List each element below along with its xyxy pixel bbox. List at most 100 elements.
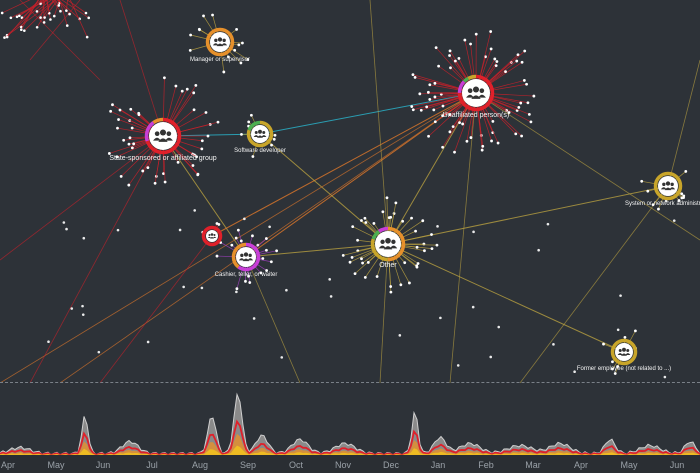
leaf-node: [519, 101, 523, 105]
leaf-node: [461, 122, 465, 126]
leaf-node: [348, 260, 352, 264]
leaf-node: [62, 221, 66, 224]
node-other[interactable]: [370, 226, 406, 262]
node-body: [658, 176, 678, 196]
leaf-node: [428, 83, 432, 87]
link: [387, 92, 477, 245]
link: [20, 0, 39, 30]
leaf-node: [449, 66, 452, 70]
leaf-node: [398, 334, 402, 337]
leaf-node: [520, 60, 524, 64]
leaf-node: [251, 234, 254, 238]
leaf-node: [47, 340, 50, 344]
leaf-node: [410, 105, 414, 108]
network-graph[interactable]: Manager or supervisor Unaffiliated person…: [0, 0, 700, 383]
leaf-node: [81, 304, 84, 308]
link: [29, 135, 164, 383]
timebar-histogram[interactable]: [0, 383, 700, 455]
leaf-node: [434, 46, 438, 50]
graph-canvas[interactable]: [0, 0, 700, 383]
link: [19, 0, 101, 81]
leaf-node: [65, 9, 68, 12]
link: [61, 0, 89, 19]
node-label-manager: Manager or supervisor: [189, 57, 251, 63]
node-small[interactable]: [201, 225, 223, 247]
leaf-node: [403, 261, 407, 265]
leaf-node: [523, 49, 527, 53]
link: [59, 92, 477, 383]
leaf-node: [432, 108, 436, 112]
month-label: Feb: [478, 460, 494, 470]
node-state[interactable]: [144, 117, 182, 155]
group-icon: [212, 37, 228, 47]
leaf-node: [433, 120, 437, 124]
leaf-node: [411, 73, 415, 77]
leaf-node: [235, 27, 238, 31]
leaf-node: [664, 199, 668, 203]
node-unaffiliated[interactable]: [457, 74, 495, 112]
leaf-node: [200, 139, 204, 143]
node-former[interactable]: [610, 338, 638, 366]
leaf-node: [672, 219, 676, 222]
node-manager[interactable]: [205, 27, 235, 57]
node-sysadmin[interactable]: [653, 171, 683, 201]
link: [387, 243, 625, 353]
leaf-node: [496, 141, 500, 145]
leaf-node: [619, 294, 622, 297]
leaf-node: [85, 35, 89, 39]
month-label: Nov: [334, 460, 352, 470]
group-icon: [207, 233, 217, 239]
month-label: Mar: [525, 460, 541, 470]
leaf-node: [663, 375, 667, 379]
month-label: Apr: [0, 460, 16, 470]
leaf-node: [130, 126, 134, 130]
leaf-node: [532, 94, 536, 98]
node-body: [251, 125, 269, 143]
leaf-node: [129, 107, 133, 111]
group-icon: [153, 129, 173, 142]
leaf-node: [259, 271, 263, 275]
node-devops[interactable]: [246, 120, 274, 148]
node-body: [210, 32, 230, 52]
leaf-node: [261, 257, 265, 260]
leaf-node: [122, 138, 126, 142]
leaf-node: [244, 279, 247, 283]
leaf-node: [115, 155, 119, 159]
leaf-node: [239, 239, 243, 243]
leaf-node: [247, 120, 251, 124]
leaf-node: [401, 219, 405, 223]
month-label: Jan: [430, 460, 446, 470]
leaf-node: [84, 11, 88, 15]
leaf-node: [465, 139, 469, 143]
node-cashier[interactable]: [231, 242, 261, 272]
leaf-node: [233, 48, 237, 52]
leaf-node: [174, 84, 178, 88]
link: [0, 92, 477, 383]
leaf-node: [341, 253, 345, 257]
leaf-node: [0, 11, 4, 15]
leaf-node: [613, 372, 617, 375]
leaf-node: [529, 120, 533, 124]
leaf-node: [423, 249, 426, 253]
leaf-node: [243, 217, 246, 221]
leaf-node: [525, 82, 528, 86]
leaf-node: [546, 222, 550, 226]
group-icon: [660, 181, 676, 191]
leaf-node: [458, 121, 461, 125]
leaf-node: [146, 340, 150, 344]
month-label: Sep: [239, 460, 257, 470]
leaf-node: [216, 120, 220, 124]
leaf-node: [497, 325, 501, 329]
leaf-node: [116, 228, 120, 232]
time-axis[interactable]: Apr May Jun Jul Aug Sep Oct Nov Dec Jan Feb Mar Apr M…: [0, 455, 700, 473]
leaf-node: [469, 42, 472, 46]
leaf-node: [194, 83, 198, 87]
group-icon: [238, 252, 254, 262]
node-ring: [370, 226, 406, 262]
leaf-node: [39, 16, 42, 19]
node-label-former: Former employee (not related to ...): [576, 366, 672, 372]
leaf-node: [57, 4, 61, 7]
month-label: May: [47, 460, 65, 470]
timebar[interactable]: Apr May Jun Jul Aug Sep Oct Nov Dec Jan Feb Mar Apr M…: [0, 383, 700, 473]
leaf-node: [195, 155, 198, 159]
